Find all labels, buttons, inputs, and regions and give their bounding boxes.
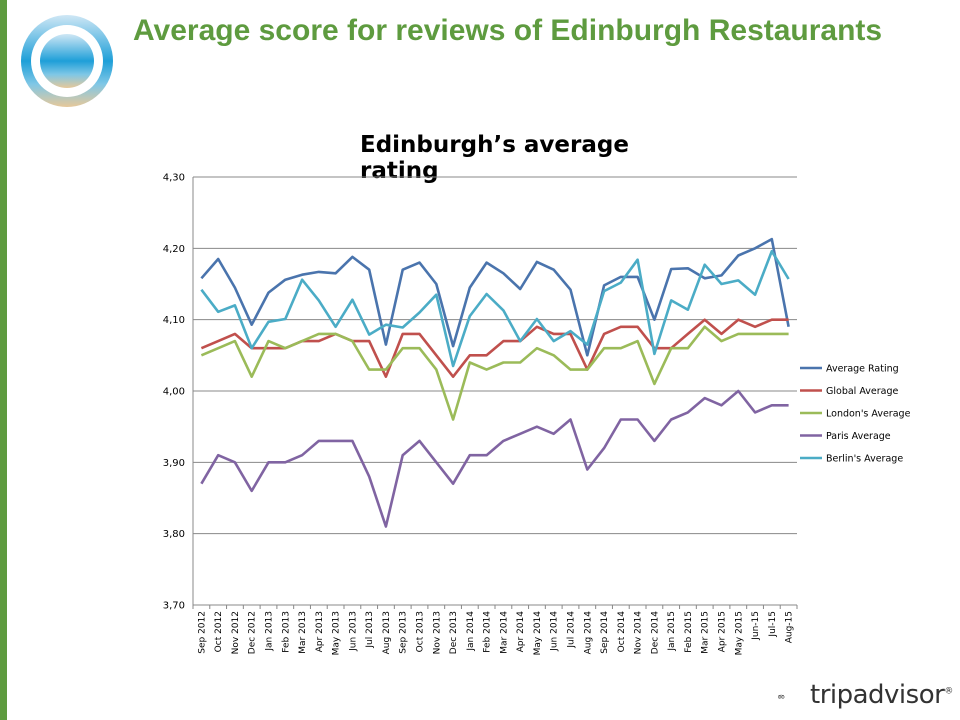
x-tick-label: Dec 2013 bbox=[449, 611, 459, 654]
y-tick-label: 4,20 bbox=[163, 244, 185, 255]
y-tick-label: 3,90 bbox=[163, 458, 185, 469]
x-tick-label: Jun 2013 bbox=[348, 611, 358, 652]
x-tick-label: May 2014 bbox=[533, 611, 543, 656]
x-tick-label: Jan 2013 bbox=[265, 611, 275, 652]
gridlines bbox=[193, 176, 797, 606]
x-tick-label: Jun 2014 bbox=[550, 611, 560, 652]
series-line-4 bbox=[200, 249, 790, 368]
x-tick-label: Nov 2013 bbox=[432, 611, 442, 654]
x-tick-label: Feb 2015 bbox=[684, 611, 694, 653]
x-tick-label: Sep 2013 bbox=[399, 611, 409, 654]
x-axis-tick-labels: Sep 2012 Oct 2012 Nov 2012 Dec 2012 Jan 2013… bbox=[197, 611, 794, 656]
series-lines bbox=[200, 237, 790, 528]
x-tick-label: Nov 2012 bbox=[231, 611, 241, 654]
x-tick-label: Jul 2013 bbox=[365, 611, 375, 649]
legend-entry: Average Rating bbox=[800, 364, 899, 375]
x-tick-label: Sep 2014 bbox=[600, 611, 610, 654]
legend-label: Global Average bbox=[826, 386, 898, 397]
legend-entry: London's Average bbox=[800, 409, 911, 420]
y-tick-label: 3,70 bbox=[163, 601, 185, 612]
legend-label: Paris Average bbox=[826, 431, 891, 442]
x-tick-label: Jan 2015 bbox=[667, 611, 677, 652]
x-tick-label: Mar 2015 bbox=[701, 611, 711, 654]
axes bbox=[192, 177, 798, 609]
y-tick-label: 4,30 bbox=[163, 173, 185, 184]
series-line-1 bbox=[200, 318, 789, 379]
x-tick-label: Nov 2014 bbox=[634, 611, 644, 655]
chart-title: Edinburgh’s average rating bbox=[360, 132, 629, 184]
circular-brand-icon bbox=[21, 15, 113, 107]
x-tick-label: Apr 2015 bbox=[718, 611, 728, 652]
x-tick-label: Dec 2014 bbox=[650, 611, 660, 654]
y-tick-label: 3,80 bbox=[163, 529, 185, 540]
x-tick-label: Dec 2012 bbox=[248, 611, 258, 654]
y-tick-label: 4,10 bbox=[163, 315, 185, 326]
x-tick-label: Mar 2013 bbox=[298, 611, 308, 654]
x-tick-label: Aug 2014 bbox=[583, 611, 593, 655]
series-line-2 bbox=[200, 325, 789, 421]
owl-eyes-icon bbox=[778, 694, 785, 699]
legend-entry: Paris Average bbox=[800, 431, 891, 442]
x-tick-label: Jul 2014 bbox=[567, 611, 577, 649]
brand-mark: ® bbox=[944, 686, 953, 697]
x-tick-label: Oct 2012 bbox=[214, 611, 224, 652]
x-tick-label: Aug-15 bbox=[785, 611, 795, 643]
brand-text: tripadvisor bbox=[810, 680, 945, 710]
x-tick-label: Feb 2014 bbox=[483, 611, 493, 653]
legend-label: London's Average bbox=[826, 409, 911, 420]
series-line-0 bbox=[200, 237, 790, 357]
y-tick-label: 4,00 bbox=[163, 387, 185, 398]
x-tick-label: May 2015 bbox=[734, 611, 744, 655]
y-axis-tick-labels: 3,70 3,80 3,90 4,00 4,10 4,20 4,30 bbox=[163, 173, 185, 612]
left-accent-bar bbox=[0, 0, 7, 720]
x-tick-label: Jan 2014 bbox=[466, 611, 476, 652]
x-tick-label: Jun-15 bbox=[751, 611, 761, 641]
x-tick-label: Mar 2014 bbox=[499, 611, 509, 654]
legend-label: Berlin's Average bbox=[826, 454, 903, 465]
legend: Average Rating Global Average London's Ave… bbox=[800, 364, 911, 465]
x-tick-label: Apr 2014 bbox=[516, 611, 526, 653]
x-tick-label: Jul-15 bbox=[768, 611, 778, 638]
legend-entry: Berlin's Average bbox=[800, 454, 903, 465]
x-tick-label: Apr 2013 bbox=[315, 611, 325, 652]
series-line-3 bbox=[200, 389, 789, 528]
slide-title: Average score for reviews of Edinburgh R… bbox=[133, 14, 883, 47]
tripadvisor-wordmark: tripadvisor® bbox=[810, 680, 953, 710]
legend-label: Average Rating bbox=[826, 364, 899, 375]
x-tick-label: Sep 2012 bbox=[197, 611, 207, 654]
x-tick-label: Oct 2014 bbox=[617, 611, 627, 653]
x-tick-label: May 2013 bbox=[332, 611, 342, 655]
x-tick-label: Aug 2013 bbox=[382, 611, 392, 654]
x-tick-label: Feb 2013 bbox=[281, 611, 291, 653]
legend-entry: Global Average bbox=[800, 386, 898, 397]
x-tick-label: Oct 2013 bbox=[416, 611, 426, 652]
